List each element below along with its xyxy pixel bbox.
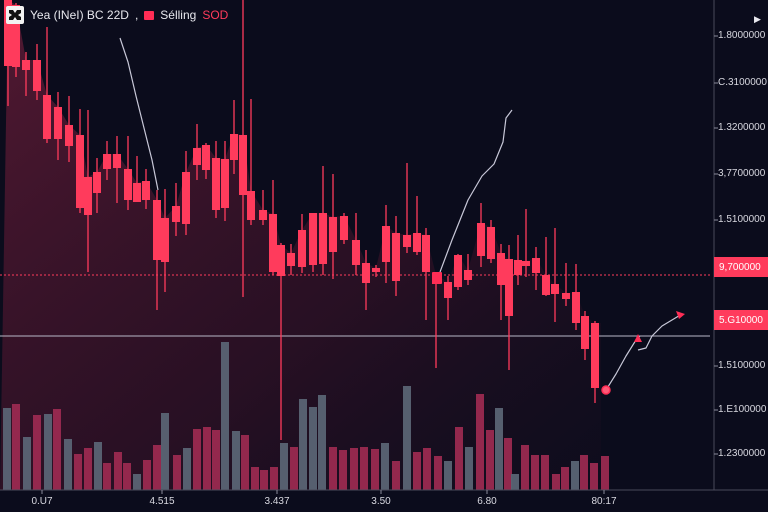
symbol-title: Yeа (INeI) BC 22D — [30, 8, 129, 22]
y-axis-ticks — [714, 35, 718, 455]
x-tick-label: 0.U7 — [31, 496, 53, 507]
x-tick-label: 6.80 — [477, 496, 497, 507]
price-level-badge[interactable]: 9,700000 — [714, 257, 768, 277]
y-tick-label: 1.5100000 — [718, 214, 766, 225]
sell-label: Sélling — [160, 8, 197, 22]
annotation-markers — [432, 272, 685, 395]
sell-value[interactable]: SOD — [202, 8, 229, 22]
x-tick-label: 4.515 — [149, 496, 175, 507]
volume-bars — [3, 342, 609, 490]
y-tick-label: 1.5100000 — [718, 360, 766, 371]
y-tick-label: C.3100000 — [718, 77, 767, 88]
sell-flag-icon — [144, 10, 155, 20]
x-tick-label: 3.437 — [264, 496, 290, 507]
y-tick-label: 1.3200000 — [718, 122, 766, 133]
y-tick-label: 1.E100000 — [718, 404, 767, 415]
y-tick-label: 1.2300000 — [718, 448, 766, 459]
title-separator: , — [134, 8, 139, 22]
x-axis-ticks — [41, 490, 605, 494]
chart-header: Yeа (INeI) BC 22D , Sélling SOD — [6, 6, 228, 24]
app-logo-icon[interactable] — [6, 6, 24, 24]
price-level-badge[interactable]: 5.G10000 — [714, 310, 768, 330]
y-tick-label: 3,7700000 — [718, 168, 766, 179]
candles — [4, 0, 599, 440]
x-tick-label: 80:17 — [591, 496, 617, 507]
y-tick-label: 1.8000000 — [718, 30, 766, 41]
cursor-icon[interactable]: ▶ — [754, 14, 761, 24]
x-tick-label: 3.50 — [371, 496, 391, 507]
